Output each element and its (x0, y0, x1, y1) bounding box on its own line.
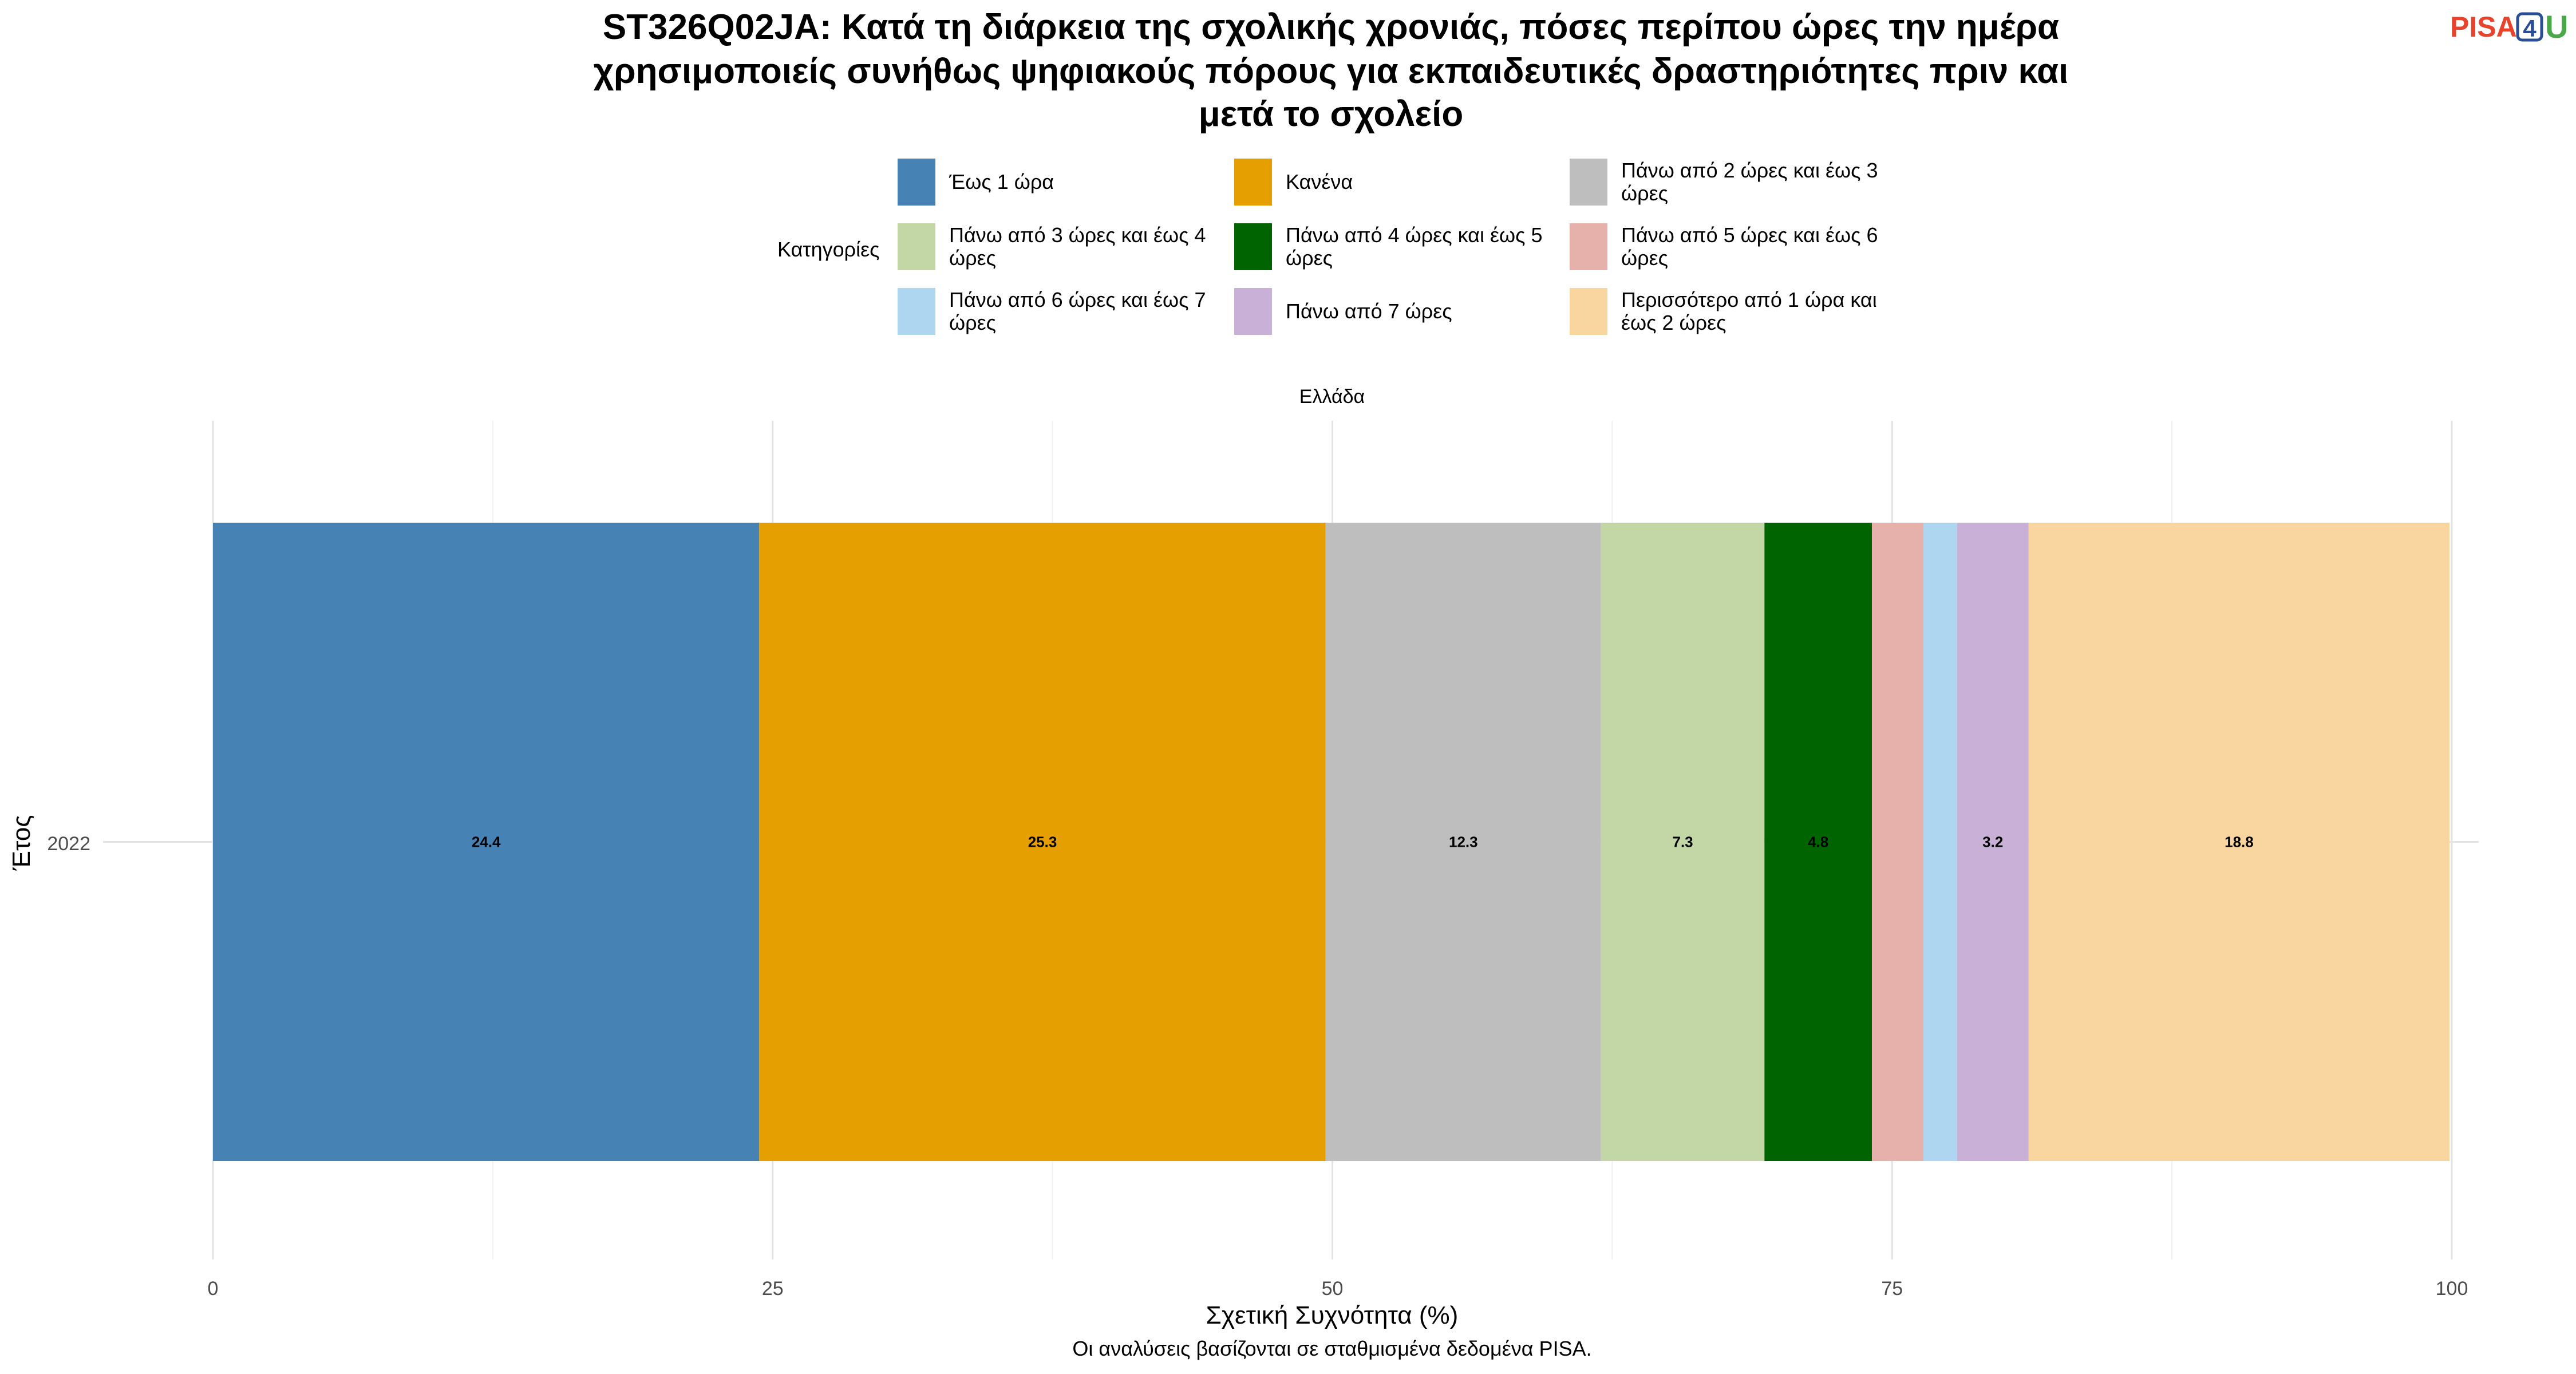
bar-segment-4 (1764, 523, 1872, 1161)
value-label-8: 18.8 (2225, 834, 2254, 851)
legend-label-3-1: ώρες (949, 246, 996, 270)
legend-key-4 (1234, 223, 1272, 270)
y-axis-title: Έτος (7, 815, 35, 871)
logo-text-u: U (2545, 9, 2568, 45)
chart-title-line-2: χρησιμοποιείς συνήθως ψηφιακούς πόρους γ… (594, 52, 2069, 91)
x-tick-label-3: 75 (1881, 1278, 1903, 1300)
bar-segment-3 (1601, 523, 1765, 1161)
legend-item-0: Έως 1 ώρα (898, 159, 1054, 206)
bar-segment-1 (759, 523, 1326, 1161)
legend-label-4-0: Πάνω από 4 ώρες και έως 5 (1286, 223, 1543, 247)
logo-box-icon (2516, 12, 2543, 42)
logo-text-4: 4 (2523, 15, 2537, 42)
x-tick-label-2: 50 (1322, 1278, 1344, 1300)
value-label-0: 24.4 (472, 834, 501, 851)
legend-key-3 (898, 223, 935, 270)
x-tick-label-0: 0 (208, 1278, 219, 1300)
value-labels: 24.4 25.3 12.3 7.3 4.8 3.2 18.8 (472, 834, 2254, 851)
legend: Κατηγορίες Έως 1 ώρα Κανένα Πάνω από 2 ώρε… (777, 159, 1878, 335)
legend-label-8-0: Περισσότερο από 1 ώρα και (1621, 288, 1877, 311)
legend-key-8 (1570, 288, 1607, 335)
logo-text-pisa: PISA (2450, 11, 2517, 43)
legend-title: Κατηγορίες (777, 238, 880, 261)
value-label-2: 12.3 (1449, 834, 1478, 851)
bar-segment-7 (1957, 523, 2029, 1161)
y-tick-label: 2022 (47, 833, 90, 855)
bars (213, 523, 2450, 1161)
value-label-4: 4.8 (1808, 834, 1828, 851)
legend-label-8-1: έως 2 ώρες (1621, 311, 1726, 334)
legend-label-1-0: Κανένα (1286, 170, 1353, 194)
value-label-3: 7.3 (1672, 834, 1693, 851)
legend-key-7 (1234, 288, 1272, 335)
chart-title-line-3: μετά το σχολείο (1199, 94, 1463, 134)
x-axis-title: Σχετική Συχνότητα (%) (1206, 1301, 1459, 1329)
bar-segment-2 (1325, 523, 1601, 1161)
legend-label-2-1: ώρες (1621, 181, 1668, 205)
legend-label-5-1: ώρες (1621, 246, 1668, 270)
value-label-1: 25.3 (1028, 834, 1057, 851)
bar-segment-8 (2028, 523, 2450, 1161)
legend-label-0-0: Έως 1 ώρα (949, 170, 1054, 194)
legend-label-3-0: Πάνω από 3 ώρες και έως 4 (949, 223, 1206, 247)
legend-label-6-0: Πάνω από 6 ώρες και έως 7 (949, 288, 1206, 311)
value-label-7: 3.2 (1982, 834, 2003, 851)
legend-key-0 (898, 159, 935, 206)
bar-segment-0 (213, 523, 760, 1161)
legend-item-7: Πάνω από 7 ώρες (1234, 288, 1452, 335)
legend-item-1: Κανένα (1234, 159, 1353, 206)
legend-key-1 (1234, 159, 1272, 206)
bar-segment-5 (1872, 523, 1924, 1161)
caption: Οι αναλύσεις βασίζονται σε σταθμισμένα δ… (1072, 1337, 1591, 1360)
x-axis-ticks: 0 25 50 75 100 (208, 1278, 2468, 1300)
legend-label-2-0: Πάνω από 2 ώρες και έως 3 (1621, 159, 1878, 182)
legend-key-6 (898, 288, 935, 335)
x-tick-label-1: 25 (762, 1278, 784, 1300)
legend-key-5 (1570, 223, 1607, 270)
chart-title-line-1: ST326Q02JA: Κατά τη διάρκεια της σχολική… (603, 7, 2059, 47)
legend-label-6-1: ώρες (949, 311, 996, 334)
legend-key-2 (1570, 159, 1607, 206)
x-tick-label-4: 100 (2436, 1278, 2468, 1300)
legend-label-5-0: Πάνω από 5 ώρες και έως 6 (1621, 223, 1878, 247)
legend-label-4-1: ώρες (1286, 246, 1333, 270)
bar-segment-6 (1923, 523, 1957, 1161)
legend-label-7-0: Πάνω από 7 ώρες (1286, 299, 1452, 323)
facet-label: Ελλάδα (1299, 386, 1365, 408)
pisa4u-logo: PISA 4 U (2450, 9, 2568, 45)
